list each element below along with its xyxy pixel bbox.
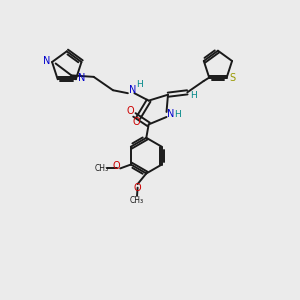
Text: S: S (229, 73, 235, 82)
Text: N: N (43, 56, 50, 65)
Text: N: N (167, 109, 174, 119)
Text: N: N (129, 85, 137, 94)
Text: CH₃: CH₃ (130, 196, 144, 205)
Text: O: O (113, 161, 121, 171)
Text: H: H (190, 92, 197, 100)
Text: O: O (133, 117, 141, 127)
Text: H: H (136, 80, 143, 89)
Text: H: H (174, 110, 181, 118)
Text: N: N (77, 73, 85, 83)
Text: CH₃: CH₃ (94, 164, 109, 173)
Text: O: O (126, 106, 134, 116)
Text: O: O (133, 183, 141, 193)
